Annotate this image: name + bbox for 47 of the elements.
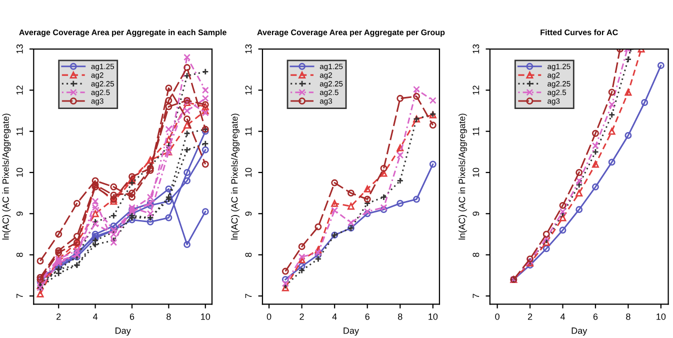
y-axis-title: ln(AC) (AC in Pixels/Aggregate)	[231, 114, 240, 240]
y-axis-title: ln(AC) (AC in Pixels/Aggregate)	[458, 114, 467, 240]
y-tick-label: 10	[16, 168, 23, 177]
y-axis-title: ln(AC) (AC in Pixels/Aggregate)	[2, 114, 11, 240]
x-tick-label: 8	[398, 313, 402, 320]
x-tick-label: 10	[656, 313, 666, 320]
chart-title: Fitted Curves for AC	[540, 29, 618, 36]
x-tick-label: 0	[266, 313, 272, 320]
x-tick-label: 10	[428, 313, 438, 320]
y-tick-label: 9	[472, 212, 480, 216]
x-axis-title: Day	[344, 328, 359, 336]
y-tick-label: 11	[245, 127, 252, 136]
x-tick-label: 6	[593, 313, 598, 320]
x-tick-label: 2	[56, 313, 61, 320]
x-tick-label: 6	[130, 313, 134, 320]
x-tick-label: 8	[626, 313, 630, 320]
y-tick-label: 8	[16, 252, 23, 257]
y-tick-label: 12	[245, 86, 252, 94]
x-axis-title: Day	[572, 328, 588, 336]
y-tick-label: 12	[16, 86, 23, 94]
x-axis-title: Day	[116, 328, 131, 336]
chart-title: Average Coverage Area per Aggregate per Group	[257, 29, 445, 37]
y-tick-label: 7	[16, 294, 23, 298]
y-tick-label: 12	[472, 86, 480, 94]
y-tick-label: 13	[16, 44, 23, 54]
y-tick-label: 13	[472, 44, 480, 54]
x-tick-label: 4	[560, 314, 565, 320]
chart-title: Average Coverage Area per Aggregate in each Sample	[19, 29, 226, 37]
y-tick-label: 13	[245, 44, 252, 54]
x-tick-label: 10	[201, 313, 210, 320]
y-tick-label: 8	[472, 252, 480, 257]
y-tick-label: 10	[472, 168, 480, 177]
x-tick-label: 6	[365, 313, 370, 320]
x-tick-label: 8	[166, 313, 171, 320]
x-tick-label: 2	[528, 313, 532, 320]
x-tick-label: 4	[92, 314, 98, 320]
y-tick-label: 7	[472, 294, 480, 298]
y-tick-label: 9	[245, 212, 252, 216]
x-tick-label: 0	[495, 313, 500, 320]
x-tick-label: 2	[300, 313, 304, 320]
y-tick-label: 9	[16, 212, 23, 216]
y-tick-label: 11	[16, 127, 23, 136]
y-tick-label: 11	[472, 127, 480, 136]
y-tick-label: 10	[245, 168, 252, 177]
y-tick-label: 8	[245, 252, 252, 257]
x-tick-label: 4	[332, 314, 337, 320]
y-tick-label: 7	[245, 294, 252, 298]
